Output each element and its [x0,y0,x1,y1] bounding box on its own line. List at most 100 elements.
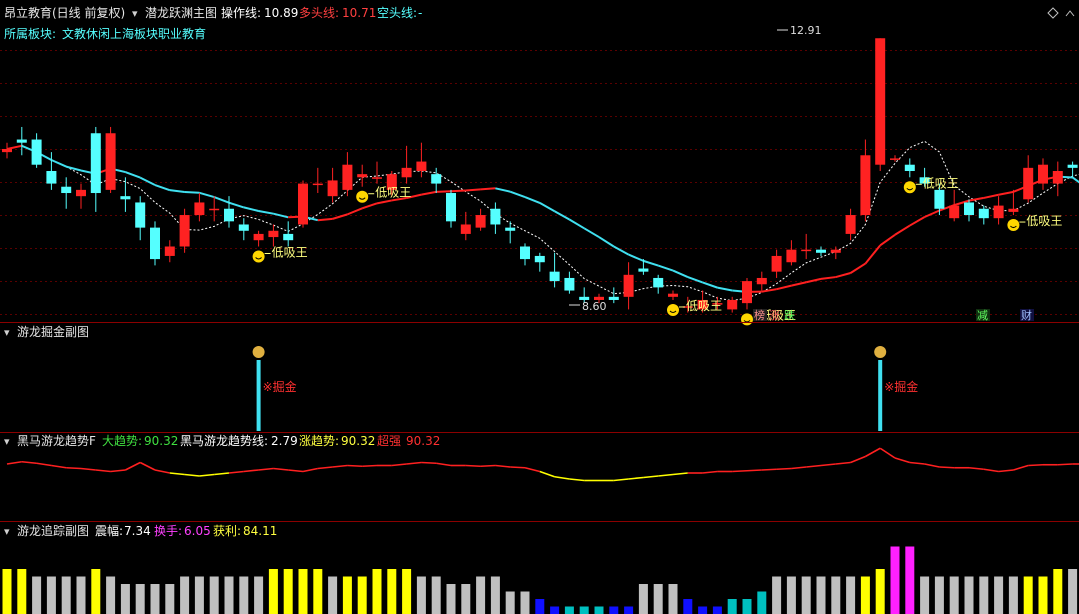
signal-label: 低吸王 [272,246,308,260]
tracking-bar [46,576,56,614]
candle-body [327,180,338,197]
tracking-subchart [2,546,1078,614]
tracking-bar [653,584,663,614]
candle [327,167,338,203]
slow-ma-segment [317,217,333,222]
tracking-bar [209,576,219,614]
slow-ma-segment [998,190,1014,196]
sub2-collapse-icon[interactable]: ▾ [4,435,10,448]
candle [771,249,782,278]
rise-trend-value: 90.32 [341,434,375,448]
trend-line-segment [806,464,822,468]
overbought-label: 超强 [377,433,401,448]
buy-signal: 低吸王 [667,299,722,316]
candle [1052,161,1063,197]
smiley-icon [252,250,265,263]
candle [520,243,530,266]
candle [446,189,456,228]
tracking-bar [342,576,352,614]
trend-line-segment [495,464,511,468]
tracking-bar [816,576,826,614]
tracking-bar [564,606,574,614]
candle [875,38,886,171]
short-line-label: 空头线: [377,6,417,20]
chevron-up-icon[interactable] [1065,10,1075,17]
candle [76,183,86,209]
candle-body [978,208,989,219]
trend-line-segment [199,473,215,477]
tracking-bar [920,576,930,614]
tracking-bar [683,599,693,614]
candle [135,196,146,241]
slow-ma-segment [125,171,141,179]
sub3-title[interactable]: 游龙追踪副图 [17,523,89,538]
gold-dig-bar [878,360,883,431]
tracking-bar [490,576,500,614]
trend-line-segment [776,467,792,471]
event-marker-reduce[interactable]: 减 [976,309,990,322]
stock-name[interactable]: 昂立教育(日线 前复权) [4,5,125,20]
trend-line-segment [732,469,748,473]
candle [697,290,708,313]
candle [1023,155,1034,203]
sub1-collapse-icon[interactable]: ▾ [4,326,10,339]
slow-ma-segment [6,144,23,150]
candle [534,252,545,272]
trend-line-segment [421,461,437,465]
slow-ma-segment [613,245,630,256]
event-marker-rise[interactable]: 涨 [769,309,780,322]
indicator-name[interactable]: 潜龙跃渊主图 [145,6,217,20]
candle [268,224,279,247]
signal-label: 低吸王 [760,308,796,322]
candle-body [194,202,205,216]
tracking-bar [609,606,619,614]
event-marker-finance[interactable]: 财 [1020,308,1034,322]
candle-body [549,271,560,282]
candle-body [268,230,279,238]
trend-line-segment [347,464,363,468]
candle [238,218,249,241]
tracking-bar [180,576,190,614]
candle [712,296,723,310]
tracking-bar [416,576,426,614]
event-marker-fall[interactable]: 跌 [784,308,795,322]
candle [16,126,27,156]
event-marker-board[interactable]: 榜 [753,308,767,322]
candle-body [742,281,752,304]
slow-ma-segment [598,236,615,248]
sub1-title[interactable]: 游龙掘金副图 [17,324,89,339]
candle-body [1038,164,1048,184]
collapse-icon[interactable]: ▾ [132,7,138,20]
slow-ma-segment [139,176,156,186]
sector-label: 所属板块: [4,27,56,41]
candle [298,180,308,228]
slow-ma-segment [421,190,437,196]
candle-body [830,249,841,253]
candle-body [401,167,412,178]
tracking-bar [283,569,293,614]
candle-body [964,202,974,216]
signal-label: 低吸王 [923,176,959,190]
candle [120,177,131,212]
sub3-collapse-icon[interactable]: ▾ [4,525,10,538]
diamond-icon[interactable] [1047,7,1059,19]
slow-ma-segment [583,227,600,238]
smiley-icon [903,181,916,194]
candle [638,259,649,275]
sub2-title[interactable]: 黑马游龙趋势F [17,434,96,448]
long-line-label: 多头线: [299,6,339,20]
tracking-bar [61,576,71,614]
slow-ma-segment [347,207,363,216]
trend-line-segment [154,469,170,474]
slow-ma-segment [480,187,496,191]
candle-body [76,189,86,197]
buy-signal: 低吸王 [356,186,411,203]
tracking-bar [1068,569,1078,614]
candle-body [579,296,590,300]
smiley-icon [356,190,369,203]
candle-body [90,133,101,194]
buy-signal: 低吸王 [903,176,959,194]
rise-trend-label: 涨趋势: [299,433,339,448]
candle [253,230,264,247]
slow-ma-segment [761,288,777,293]
